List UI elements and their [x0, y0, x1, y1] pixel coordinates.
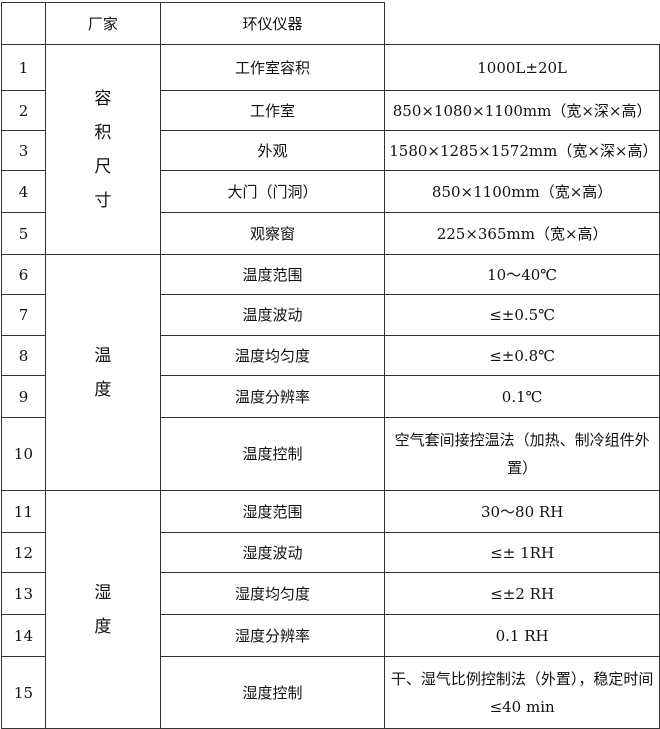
table-row: 3 外观 1580×1285×1572mm（宽×深×高）: [1, 130, 660, 171]
group-label-char: 温: [94, 345, 112, 366]
table-row: 13 湿度均匀度 ≤±2 RH: [1, 572, 660, 615]
header-brand: 环仪仪器: [159, 2, 386, 45]
group-label-char: 湿: [94, 582, 112, 603]
group-label: 容积尺寸: [44, 44, 161, 255]
spec-item: 温度范围: [159, 254, 386, 295]
row-number: 10: [1, 417, 46, 491]
table-row: 6 温度温度范围 10～40℃: [1, 254, 660, 491]
header-blank: [384, 2, 660, 45]
row-number: 1: [1, 44, 46, 91]
spec-value: 10～40℃: [384, 254, 660, 295]
spec-item: 温度均匀度: [159, 335, 386, 376]
table-row: 12 湿度波动 ≤± 1RH: [1, 532, 660, 573]
header-manufacturer: 厂家: [44, 2, 161, 45]
spec-value: 空气套间接控温法（加热、制冷组件外置）: [384, 417, 660, 491]
table-row: 11 湿度湿度范围 30～80 RH: [1, 490, 660, 729]
spec-item: 温度分辨率: [159, 375, 386, 418]
table-row: 1 容积尺寸工作室容积 1000L±20L: [1, 44, 660, 255]
row-number: 3: [1, 130, 46, 171]
spec-value: 850×1100mm（宽×高）: [384, 170, 660, 213]
spec-item: 外观: [159, 130, 386, 171]
spec-value: ≤± 1RH: [384, 532, 660, 573]
group-label-char: 度: [94, 379, 112, 400]
header-row: 厂家 环仪仪器: [1, 2, 660, 45]
spec-value: ≤±0.8℃: [384, 335, 660, 376]
group-label-char: 寸: [94, 190, 112, 211]
spec-item: 工作室: [159, 90, 386, 131]
header-number: [1, 2, 46, 45]
spec-value: 1580×1285×1572mm（宽×深×高）: [384, 130, 660, 171]
spec-value: 850×1080×1100mm（宽×深×高）: [384, 90, 660, 131]
table-row: 14 湿度分辨率 0.1 RH: [1, 614, 660, 657]
row-number: 9: [1, 375, 46, 418]
spec-item: 湿度范围: [159, 490, 386, 533]
group-label-char: 容: [94, 88, 112, 109]
spec-item: 观察窗: [159, 212, 386, 255]
group-label: 温度: [44, 254, 161, 491]
table-row: 10 温度控制 空气套间接控温法（加热、制冷组件外置）: [1, 417, 660, 491]
table-row: 15 湿度控制 干、湿气比例控制法（外置），稳定时间≤40 min: [1, 656, 660, 729]
spec-item: 大门（门洞）: [159, 170, 386, 213]
spec-item: 工作室容积: [159, 44, 386, 91]
spec-value: 225×365mm（宽×高）: [384, 212, 660, 255]
row-number: 15: [1, 656, 46, 729]
row-number: 4: [1, 170, 46, 213]
spec-item: 温度控制: [159, 417, 386, 491]
spec-value: ≤±2 RH: [384, 572, 660, 615]
group-label-char: 度: [94, 616, 112, 637]
row-number: 14: [1, 614, 46, 657]
spec-value: 0.1 RH: [384, 614, 660, 657]
spec-item: 湿度波动: [159, 532, 386, 573]
spec-item: 湿度控制: [159, 656, 386, 729]
table-row: 7 温度波动 ≤±0.5℃: [1, 294, 660, 336]
row-number: 2: [1, 90, 46, 131]
row-number: 5: [1, 212, 46, 255]
row-number: 12: [1, 532, 46, 573]
spec-value: 0.1℃: [384, 375, 660, 418]
row-number: 7: [1, 294, 46, 336]
spec-item: 湿度分辨率: [159, 614, 386, 657]
group-label-char: 积: [94, 122, 112, 143]
spec-value: 30～80 RH: [384, 490, 660, 533]
row-number: 8: [1, 335, 46, 376]
table-row: 9 温度分辨率 0.1℃: [1, 375, 660, 418]
group-label-char: 尺: [94, 156, 112, 177]
row-number: 13: [1, 572, 46, 615]
group-label: 湿度: [44, 490, 161, 729]
spec-item: 温度波动: [159, 294, 386, 336]
table-row: 2 工作室 850×1080×1100mm（宽×深×高）: [1, 90, 660, 131]
row-number: 11: [1, 490, 46, 533]
spec-value: 1000L±20L: [384, 44, 660, 91]
spec-value: 干、湿气比例控制法（外置），稳定时间≤40 min: [384, 656, 660, 729]
table-row: 5 观察窗 225×365mm（宽×高）: [1, 212, 660, 255]
spec-value: ≤±0.5℃: [384, 294, 660, 336]
spec-item: 湿度均匀度: [159, 572, 386, 615]
row-number: 6: [1, 254, 46, 295]
